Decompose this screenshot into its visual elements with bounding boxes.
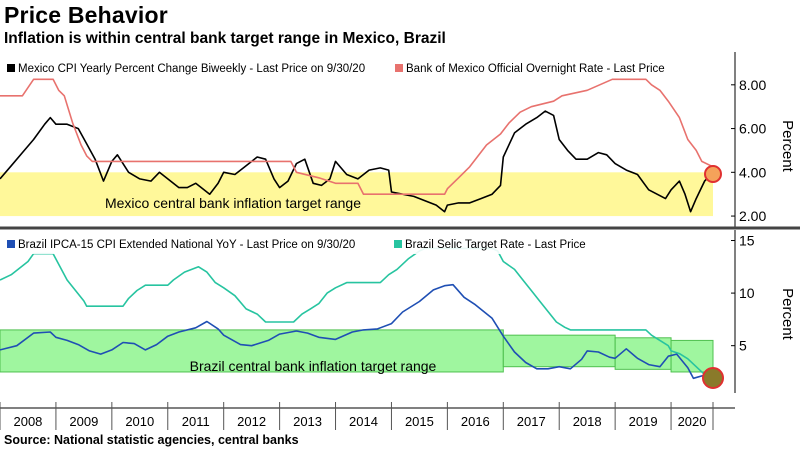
mexico-series-group [0,78,714,213]
chart-subtitle: Inflation is within central bank target … [4,30,446,47]
top-legend: Mexico CPI Yearly Percent Change Biweekl… [2,57,705,78]
top-series-line-1 [0,78,714,195]
bottom-y-tick-label: 15 [739,233,755,249]
source-note: Source: National statistic agencies, cen… [4,433,299,447]
legend-swatch-brazil-cpi [7,240,15,248]
x-tick-label: 2016 [461,414,490,429]
x-tick-label: 2020 [678,414,707,429]
x-tick-label: 2013 [293,414,322,429]
bottom-band-rect-0 [0,329,504,373]
brazil-series-group [0,247,714,380]
bottom-y-tick-label: 10 [739,285,755,301]
top-y-tick-label: 8.00 [739,77,766,93]
bottom-band-rect-1 [502,334,616,368]
x-tick-label: 2018 [573,414,602,429]
legend-swatch-brazil-selic [394,240,402,248]
bottom-legend-box [2,233,609,254]
top-ylabel: Percent [779,120,796,173]
x-tick-label: 2019 [629,414,658,429]
legend-label-brazil-cpi: Brazil IPCA-15 CPI Extended National YoY… [18,239,355,251]
brazil-target-band-label: Brazil central bank inflation target ran… [190,358,437,374]
x-tick-label: 2011 [182,414,210,429]
bottom-y-tick-label: 5 [739,338,747,354]
x-tick-label: 2010 [125,414,154,429]
brazil-end-marker [702,367,724,389]
bottom-ylabel: Percent [779,288,796,341]
bottom-panel: 5 10 15 Percent Brazil central bank inflat… [0,230,796,393]
top-panel: 2.00 4.00 6.00 8.00 Percent Mexico central … [0,52,796,227]
legend-label-mexico-cpi: Mexico CPI Yearly Percent Change Biweekl… [18,63,365,75]
legend-swatch-mexico-rate [395,64,403,72]
legend-label-brazil-selic: Brazil Selic Target Rate - Last Price [405,239,586,251]
bottom-band-rect-3 [670,339,714,373]
top-legend-box [2,57,705,78]
legend-swatch-mexico-cpi [7,64,15,72]
mexico-target-band [0,172,713,217]
top-y-tick-label: 2.00 [739,208,766,224]
top-y-tick-label: 6.00 [739,121,766,137]
mexico-target-band-label: Mexico central bank inflation target ran… [105,195,361,211]
x-tick-label: 2009 [69,414,98,429]
x-tick-label: 2008 [13,414,42,429]
chart-title: Price Behavior [4,2,168,28]
bottom-legend: Brazil IPCA-15 CPI Extended National YoY… [2,233,609,254]
x-tick-label: 2012 [237,414,266,429]
bottom-y-axis: 5 10 15 [731,230,755,393]
bottom-series-line-1 [0,247,714,378]
mexico-end-marker [704,165,722,183]
top-y-axis: 2.00 4.00 6.00 8.00 [731,52,766,227]
bottom-series-line-0 [0,283,714,380]
x-tick-label: 2014 [349,414,378,429]
x-axis: 2008 2009 2010 2011 2012 2013 2014 2015 2016 2017… [0,402,735,430]
top-y-tick-label: 4.00 [739,164,766,180]
x-tick-label: 2015 [405,414,434,429]
top-band-rect [0,172,713,217]
legend-label-mexico-rate: Bank of Mexico Official Overnight Rate -… [406,63,665,75]
x-tick-label: 2017 [517,414,546,429]
